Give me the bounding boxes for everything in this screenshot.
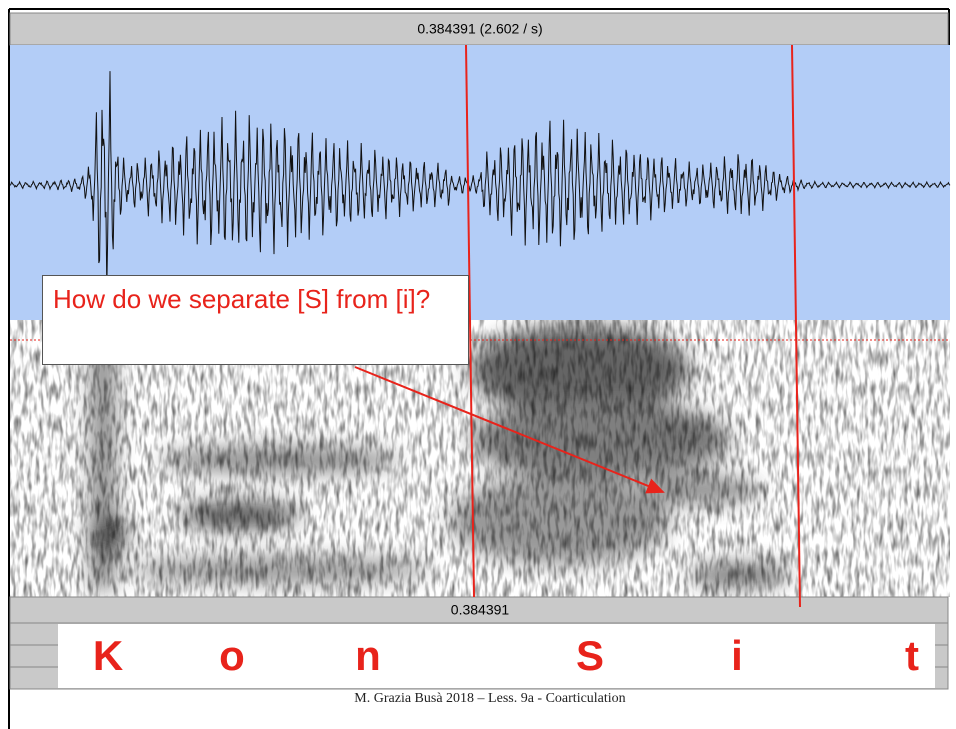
segment-label: i — [731, 632, 743, 680]
slide: 0.384391 (2.602 / s) 0.384391 How do we … — [0, 0, 956, 729]
footer: M. Grazia Busà 2018 – Less. 9a - Coartic… — [340, 690, 640, 708]
segment-label: t — [905, 632, 919, 680]
bottom-duration: 0.384391 — [451, 602, 510, 618]
segment-label: S — [576, 632, 604, 680]
segment-label: n — [355, 632, 381, 680]
segment-label: K — [93, 632, 123, 680]
callout: How do we separate [S] from [i]? — [42, 275, 469, 365]
selection-duration: 0.384391 (2.602 / s) — [417, 21, 542, 37]
segment-label: o — [219, 632, 245, 680]
